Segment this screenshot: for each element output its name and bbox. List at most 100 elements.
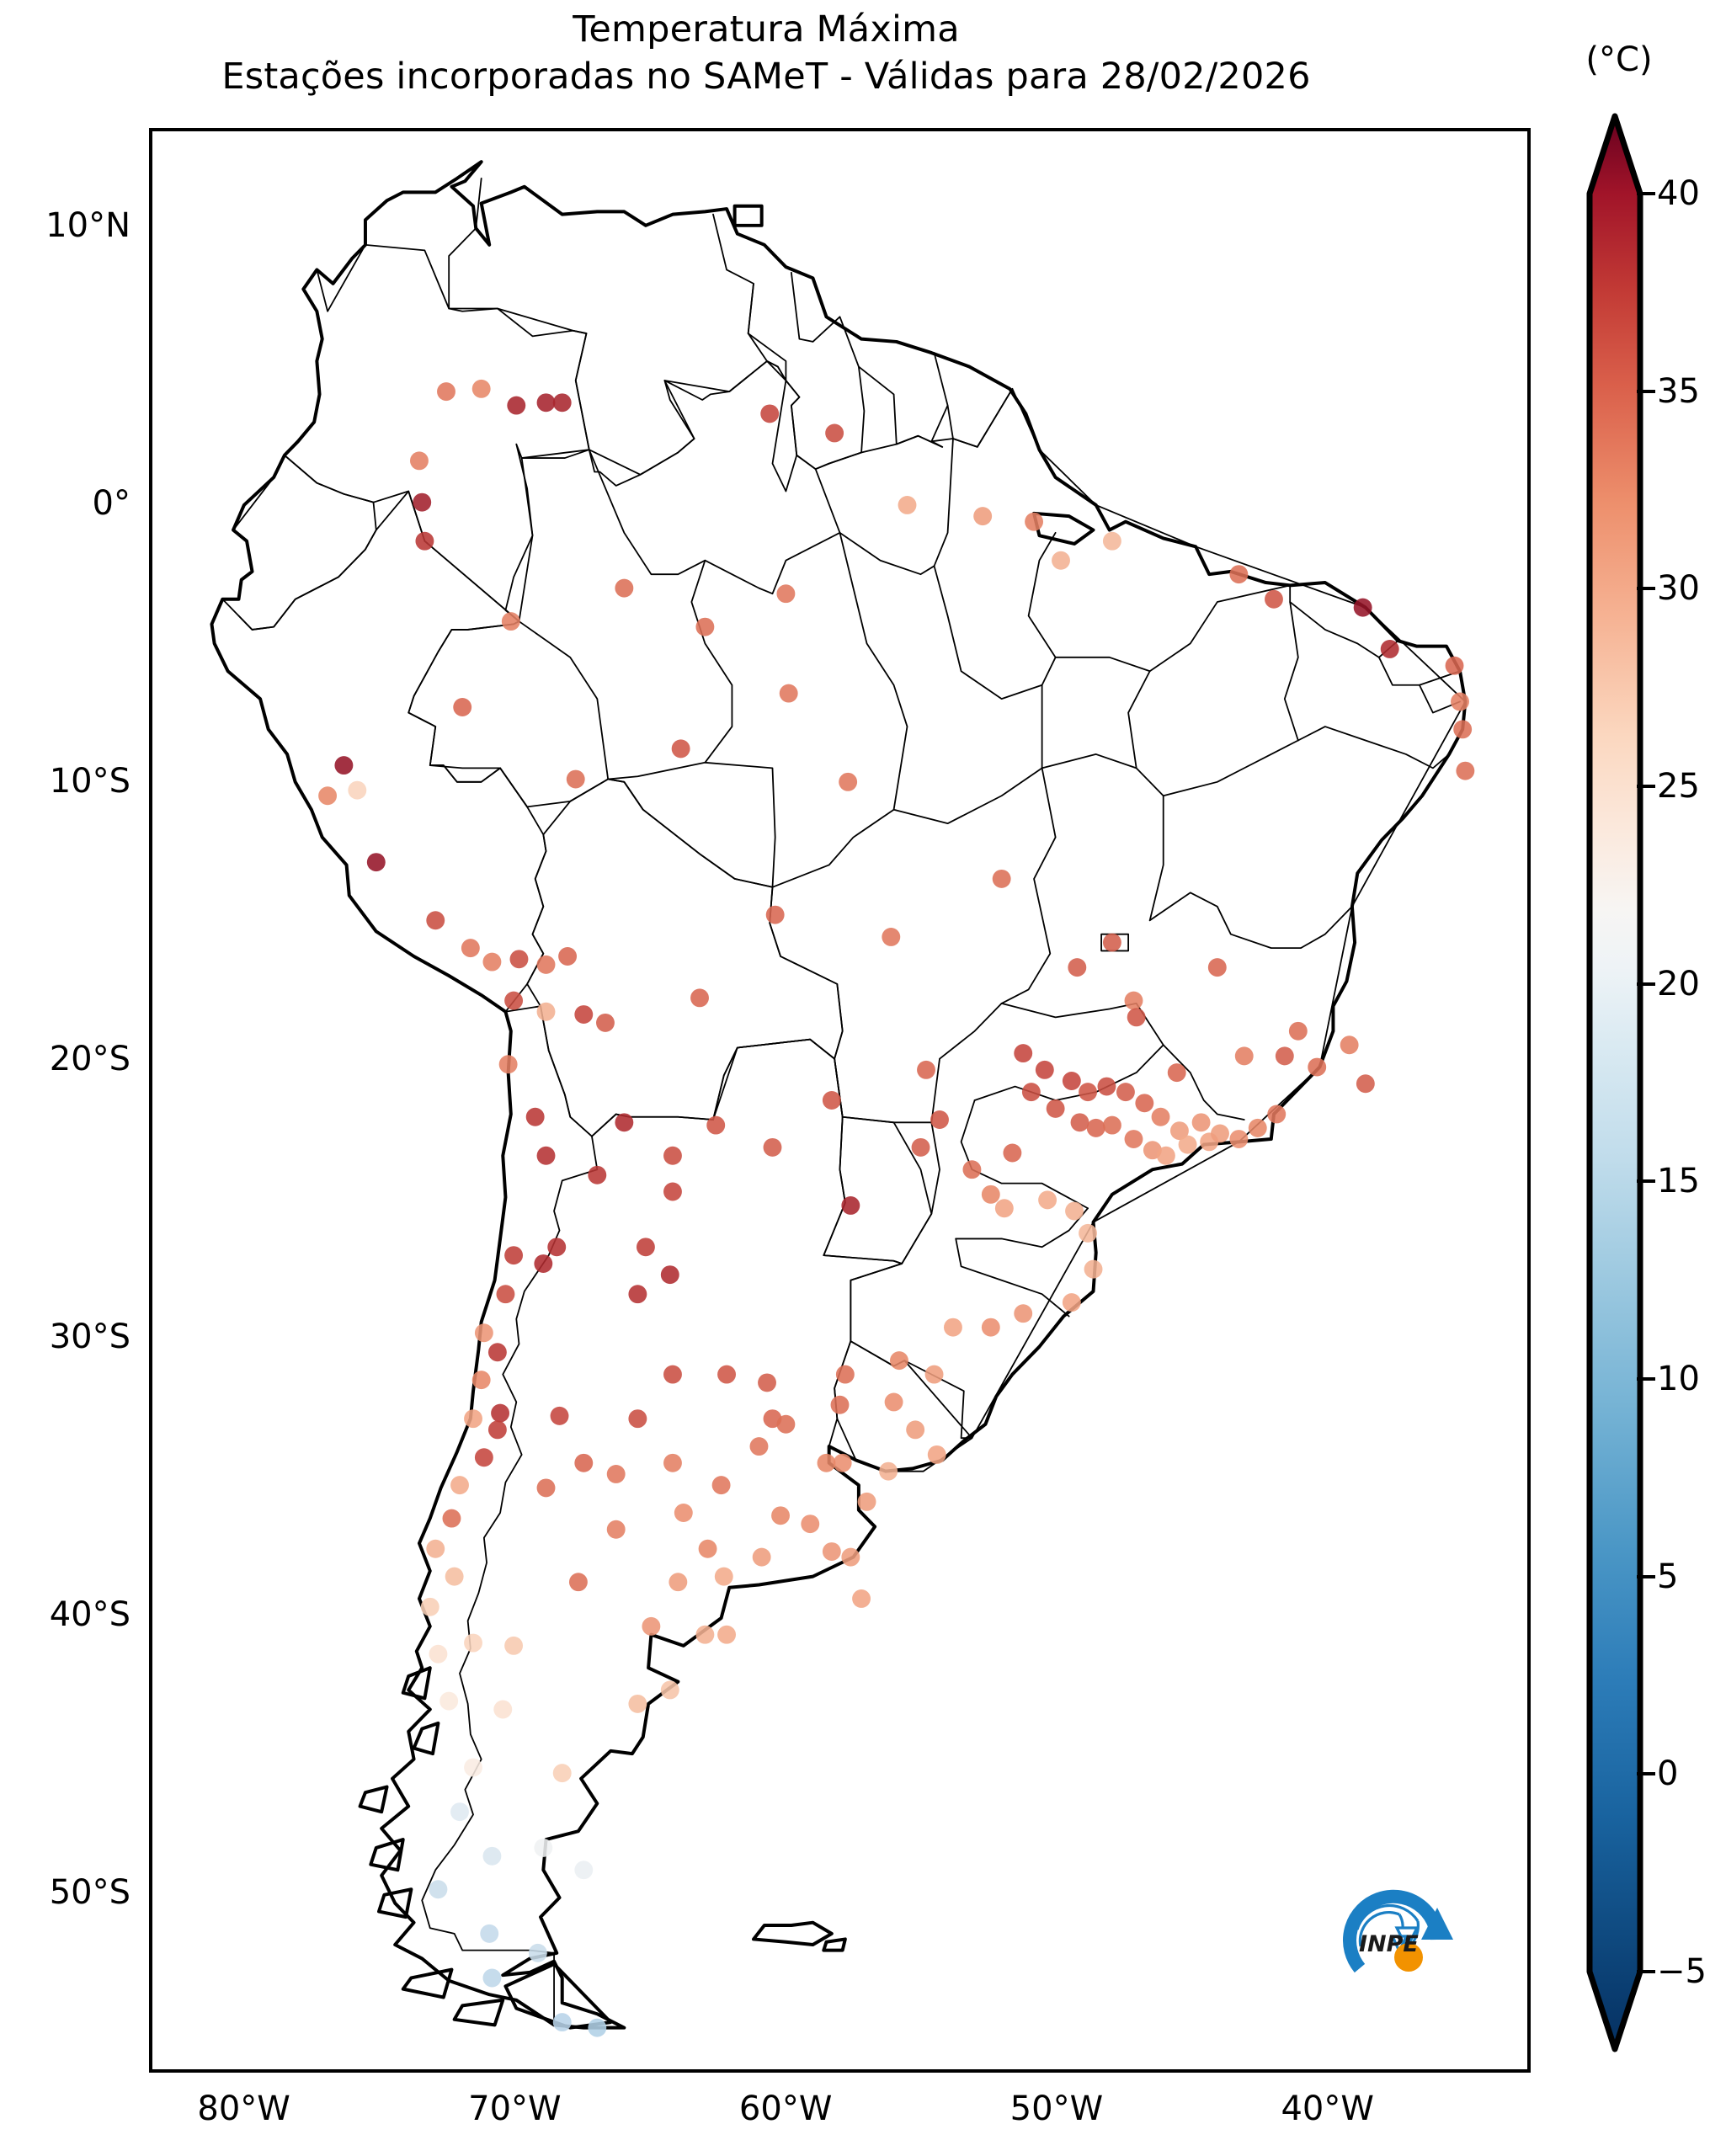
station-point [642, 1616, 661, 1636]
station-point [882, 928, 901, 946]
map-plot-area [149, 128, 1531, 2073]
station-point [1062, 1072, 1081, 1090]
station-point [1265, 589, 1283, 609]
station-point [429, 1880, 448, 1899]
station-point [760, 404, 780, 423]
map-line [946, 387, 1014, 448]
station-point [911, 1137, 930, 1157]
map-line [933, 438, 954, 567]
map-line [1027, 531, 1057, 658]
colorbar-tick-label: 10 [1657, 1360, 1700, 1398]
station-point [501, 612, 520, 631]
colorbar-tick-label: 5 [1657, 1557, 1679, 1596]
colorbar-tick-mark [1637, 192, 1655, 195]
colorbar-tick-label: 40 [1657, 174, 1700, 213]
station-point [924, 1365, 944, 1384]
station-point [552, 393, 572, 413]
map-line [1041, 753, 1164, 922]
map-outline [822, 1937, 847, 1952]
y-tick-label: 40°S [49, 1594, 131, 1634]
station-point [841, 1547, 860, 1567]
x-tick-label: 80°W [197, 2089, 290, 2128]
station-point [1356, 1074, 1375, 1094]
station-point [714, 1567, 733, 1586]
station-point [596, 1013, 615, 1032]
station-point [568, 1573, 588, 1592]
colorbar-tick-label: 30 [1657, 569, 1700, 609]
station-point [493, 1700, 513, 1719]
colorbar-gradient [1586, 113, 1643, 2052]
station-point [758, 1373, 776, 1392]
station-point [487, 1420, 507, 1440]
station-point [453, 698, 472, 716]
station-point [1445, 656, 1464, 675]
station-point [552, 2013, 572, 2032]
station-point [450, 1476, 469, 1495]
map-line [518, 620, 610, 780]
station-point [663, 1453, 682, 1472]
station-point [1025, 512, 1044, 531]
station-point [1124, 991, 1143, 1010]
station-point [841, 1196, 860, 1215]
y-tick-label: 0° [92, 483, 131, 523]
colorbar-tick-mark [1637, 1377, 1655, 1381]
map-line [607, 761, 776, 888]
station-point [547, 1238, 567, 1257]
station-point [1127, 1008, 1146, 1027]
station-point [884, 1392, 903, 1412]
station-point [1062, 1293, 1081, 1312]
station-point [994, 1199, 1014, 1218]
station-point [663, 1182, 682, 1201]
station-point [426, 1539, 445, 1558]
station-point [429, 1644, 448, 1664]
station-point [437, 382, 455, 402]
station-point [1052, 551, 1070, 570]
station-point [1169, 1121, 1189, 1141]
station-point [628, 1285, 647, 1304]
station-point [801, 1515, 820, 1534]
station-point [487, 1343, 507, 1362]
station-point [482, 952, 502, 972]
station-point [835, 1365, 855, 1384]
chart-title-line-2: Estações incorporadas no SAMeT - Válidas… [221, 55, 1311, 98]
station-point [1234, 1046, 1254, 1066]
station-point [348, 780, 367, 800]
y-tick-label: 20°S [49, 1039, 131, 1078]
station-point [498, 1055, 518, 1074]
station-point [536, 393, 556, 413]
station-point [536, 1478, 556, 1498]
map-line [408, 360, 1467, 1440]
station-point [771, 1506, 790, 1525]
colorbar-tick-label: 0 [1657, 1754, 1679, 1794]
station-point [318, 786, 338, 806]
station-point [917, 1060, 935, 1079]
station-point [636, 1238, 655, 1257]
map-line [421, 1005, 599, 2026]
station-point [420, 1597, 439, 1616]
map-line [1148, 892, 1302, 950]
station-points-layer [318, 379, 1475, 2037]
station-point [830, 1395, 850, 1414]
station-point [927, 1445, 946, 1464]
colorbar-tick-label: 25 [1657, 767, 1700, 806]
station-point [749, 1437, 769, 1456]
map-outline [210, 160, 1468, 2030]
station-point [898, 495, 917, 514]
map-line [1377, 656, 1461, 686]
map-outline [369, 1838, 405, 1872]
station-point [698, 1539, 717, 1558]
station-point [588, 1165, 607, 1184]
station-point [464, 1633, 482, 1653]
station-point [1014, 1044, 1033, 1063]
map-line [1419, 684, 1461, 714]
station-point [550, 1406, 569, 1425]
map-line [284, 243, 590, 622]
station-point [1288, 1021, 1308, 1041]
map-line [933, 565, 1043, 700]
map-line [1000, 767, 1057, 1004]
station-point [1003, 1143, 1022, 1163]
station-point [852, 1589, 871, 1608]
station-point [525, 1107, 545, 1126]
station-point [1353, 598, 1372, 617]
station-point [606, 1520, 626, 1539]
